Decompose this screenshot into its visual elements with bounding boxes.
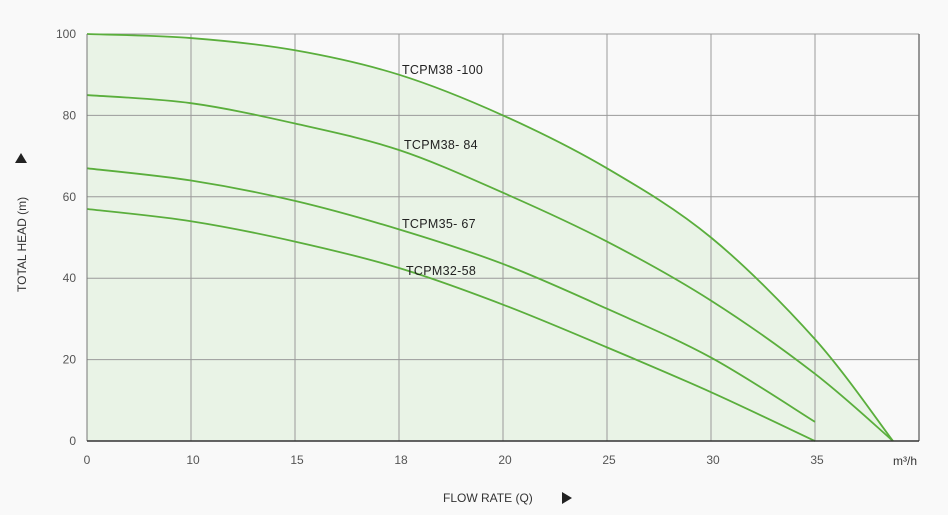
series-line: [86, 33, 894, 442]
y-tick-label: 0: [69, 434, 76, 448]
series-label: TCPM38 -100: [402, 63, 483, 77]
y-tick-label: 20: [63, 353, 77, 367]
y-tick-label: 40: [63, 271, 77, 285]
series-fill: [87, 34, 893, 441]
series-labels: TCPM38 -100 TCPM38- 84 TCPM35- 67 TCPM32-58: [402, 63, 483, 278]
series-line: [86, 208, 816, 442]
x-unit-label: m³/h: [893, 454, 917, 468]
tick-labels: 0 20 40 60 80 100 0 10 15 18 20 25 30 35: [56, 27, 824, 467]
series-line: [86, 167, 816, 423]
y-tick-label: 60: [63, 190, 77, 204]
axes: [86, 34, 919, 442]
x-tick-label: 18: [394, 453, 408, 467]
series-label: TCPM35- 67: [402, 217, 476, 231]
grid: [87, 33, 920, 441]
y-tick-label: 80: [63, 108, 77, 122]
y-axis-title: TOTAL HEAD (m): [15, 197, 29, 292]
x-tick-label: 30: [706, 453, 720, 467]
series-lines: [86, 33, 894, 442]
series-label: TCPM38- 84: [404, 138, 478, 152]
x-axis-title: FLOW RATE (Q): [443, 491, 533, 505]
x-tick-label: 20: [498, 453, 512, 467]
x-tick-label: 35: [810, 453, 824, 467]
x-tick-label: 15: [290, 453, 304, 467]
series-label: TCPM32-58: [406, 264, 476, 278]
y-tick-label: 100: [56, 27, 76, 41]
x-tick-label: 10: [186, 453, 200, 467]
area-fill: [87, 34, 893, 441]
x-tick-label: 25: [602, 453, 616, 467]
x-axis-arrow-icon: [562, 492, 572, 504]
x-tick-label: 0: [84, 453, 91, 467]
y-axis-arrow-icon: [15, 153, 27, 163]
series-line: [86, 94, 894, 442]
